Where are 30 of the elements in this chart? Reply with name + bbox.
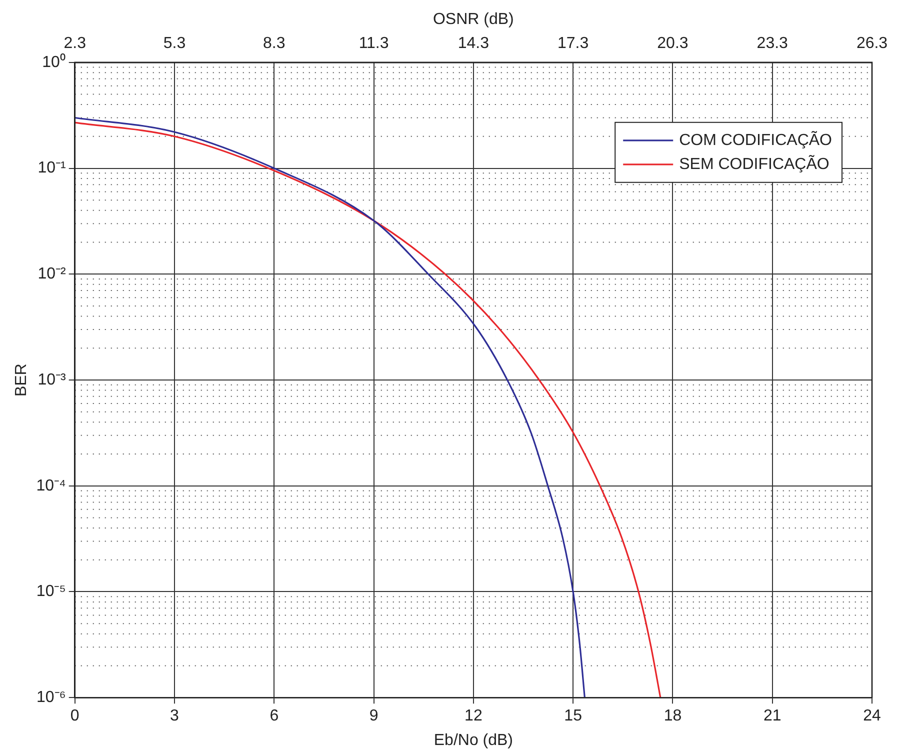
y-tick-label: 10⁻³ <box>38 371 67 388</box>
x-tick-label: 6 <box>270 708 279 725</box>
x2-tick-label: 26.3 <box>856 35 888 52</box>
y-tick-label: 10⁰ <box>42 52 66 71</box>
x-tick-label: 15 <box>564 708 582 725</box>
x-tick-label: 12 <box>464 708 482 725</box>
y-tick-label: 10⁻⁴ <box>36 477 66 494</box>
x-tick-label: 18 <box>664 708 682 725</box>
x-tick-label: 3 <box>170 708 180 725</box>
x2-tick-label: 5.3 <box>163 35 186 52</box>
x2-tick-label: 11.3 <box>358 35 389 52</box>
x2-tick-label: 14.3 <box>458 35 490 52</box>
x2-tick-label: 2.3 <box>64 35 86 52</box>
y-axis-title: BER <box>13 364 30 396</box>
legend-label: SEM CODIFICAÇÃO <box>679 154 830 173</box>
x2-axis-title: OSNR (dB) <box>432 11 514 28</box>
x-tick-label: 0 <box>70 708 80 725</box>
y-tick-label: 10⁻⁶ <box>36 689 66 706</box>
x-tick-label: 24 <box>863 708 881 725</box>
x2-tick-label: 23.3 <box>756 35 788 52</box>
x2-tick-label: 20.3 <box>657 35 688 52</box>
x-tick-label: 9 <box>369 708 378 725</box>
x2-tick-label: 8.3 <box>263 35 286 52</box>
x-axis-title: Eb/No (dB) <box>434 732 514 749</box>
y-tick-label: 10⁻⁵ <box>36 583 66 600</box>
y-tick-label: 10⁻² <box>38 266 67 283</box>
legend-label: COM CODIFICAÇÃO <box>679 130 832 149</box>
x-tick-label: 21 <box>763 708 782 725</box>
y-tick-label: 10⁻¹ <box>38 160 66 177</box>
x2-tick-label: 17.3 <box>558 35 589 52</box>
